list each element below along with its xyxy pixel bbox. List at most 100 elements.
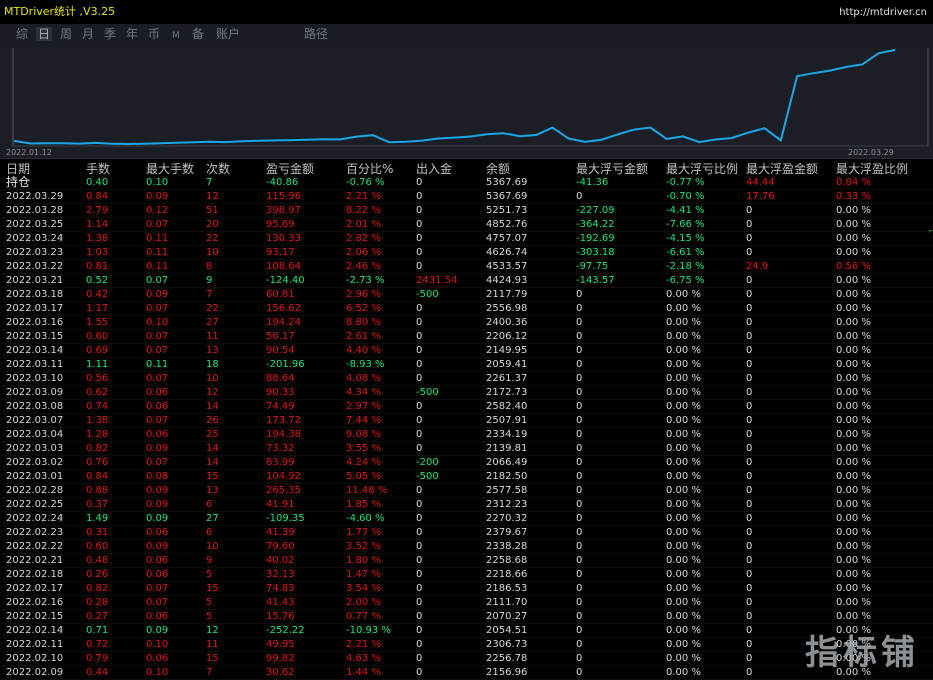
table-row[interactable]: 2022.02.09 0.44 0.10 7 30.62 1.44 % 0 2156.96 0 0…	[0, 666, 933, 680]
cell-max_dd: 0	[576, 527, 583, 538]
tab-7[interactable]: M	[172, 31, 180, 41]
table-row[interactable]: 2022.02.23 0.31 0.06 6 41.39 1.77 % 0 2379.67 0 0…	[0, 526, 933, 540]
col-header-lots[interactable]: 手数	[86, 162, 111, 176]
table-row[interactable]: 2022.02.10 0.79 0.06 15 99.82 4.63 % 0 2256.78 0…	[0, 652, 933, 666]
cell-max_dd_pct: 0.00 %	[666, 345, 701, 356]
tab-2[interactable]: 周	[60, 27, 73, 41]
col-header-balance[interactable]: 余额	[486, 162, 511, 176]
tab-0[interactable]: 综	[16, 27, 29, 41]
tab-1[interactable]: 日	[36, 27, 53, 41]
col-header-max_dd_pct[interactable]: 最大浮亏比例	[666, 162, 739, 176]
cell-io: 0	[416, 317, 423, 328]
table-row[interactable]: 2022.03.14 0.69 0.07 13 90.54 4.40 % 0 2149.95 0…	[0, 344, 933, 358]
cell-max_dd: 0	[576, 625, 583, 636]
table-row[interactable]: 2022.02.21 0.48 0.06 9 40.02 1.80 % 0 2258.68 0 0…	[0, 554, 933, 568]
col-header-max_lots[interactable]: 最大手数	[146, 162, 195, 176]
cell-trades: 10	[206, 373, 219, 384]
cell-balance: 4626.74	[486, 247, 528, 258]
table-row[interactable]: 2022.02.24 1.49 0.09 27 -109.35 -4.60 % 0 2270.…	[0, 512, 933, 526]
cell-max_dd: 0	[576, 597, 583, 608]
cell-pct: 2.00 %	[346, 597, 381, 608]
row-separator	[0, 231, 933, 232]
cell-date: 2022.02.18	[6, 569, 64, 580]
cell-pct: -10.93 %	[346, 625, 391, 636]
cell-max_fp: 0	[746, 219, 753, 230]
tab-10[interactable]: 路径	[304, 27, 329, 41]
cell-lots: 1.38	[86, 233, 109, 244]
table-row[interactable]: 2022.03.07 1.38 0.07 26 173.72 7.44 % 0 2507.91…	[0, 414, 933, 428]
cell-lots: 0.76	[86, 457, 109, 468]
table-row[interactable]: 2022.02.25 0.37 0.09 6 41.91 1.85 % 0 2312.23 0 0…	[0, 498, 933, 512]
cell-pnl: 265.35	[266, 485, 301, 496]
table-row[interactable]: 2022.03.16 1.55 0.10 27 194.24 8.80 % 0 2400.36…	[0, 316, 933, 330]
table-row[interactable]: 2022.02.22 0.60 0.09 10 79.60 3.52 % 0 2338.28 0…	[0, 540, 933, 554]
cell-max_dd: -143.57	[576, 275, 615, 286]
table-row[interactable]: 2022.03.22 0.81 0.11 8 108.64 2.46 % 0 4533.57 -…	[0, 260, 933, 274]
table-row[interactable]: 2022.03.11 1.11 0.11 18 -201.96 -8.93 % 0 2059.…	[0, 358, 933, 372]
cell-max_fp: 0	[746, 569, 753, 580]
cell-max_dd_pct: 0.00 %	[666, 429, 701, 440]
cell-trades: 5	[206, 611, 213, 622]
cell-lots: 0.37	[86, 499, 109, 510]
tab-5[interactable]: 年	[126, 27, 139, 41]
row-separator	[0, 595, 933, 596]
col-header-io[interactable]: 出入金	[416, 162, 453, 176]
cell-io: 0	[416, 191, 423, 202]
table-row[interactable]: 2022.03.01 0.84 0.08 15 104.92 5.05 % -500 2182…	[0, 470, 933, 484]
table-row[interactable]: 2022.03.02 0.76 0.07 14 83.99 4.24 % -200 2066.…	[0, 456, 933, 470]
cell-max_fp: 0	[746, 485, 753, 496]
cell-date: 2022.02.16	[6, 597, 64, 608]
cell-date: 2022.02.21	[6, 555, 64, 566]
table-row[interactable]: 2022.03.18 0.42 0.09 7 60.81 2.96 % -500 2117.7…	[0, 288, 933, 302]
table-row[interactable]: 2022.03.17 1.17 0.07 22 156.62 6.52 % 0 2556.98…	[0, 302, 933, 316]
tab-8[interactable]: 备	[192, 27, 205, 41]
table-row[interactable]: 2022.03.03 0.82 0.09 14 73.32 3.55 % 0 2139.81 0…	[0, 442, 933, 456]
col-header-max_dd[interactable]: 最大浮亏金额	[576, 162, 649, 176]
table-row[interactable]: 2022.02.28 0.88 0.09 13 265.35 11.48 % 0 2577.5…	[0, 484, 933, 498]
col-header-pct[interactable]: 百分比%	[346, 162, 394, 176]
cell-max_lots: 0.10	[146, 177, 169, 188]
period-tabs: 综日周月季年币 M 备账户 路径	[0, 24, 933, 44]
tab-4[interactable]: 季	[104, 27, 117, 41]
cell-balance: 2400.36	[486, 317, 528, 328]
cell-pct: 2.21 %	[346, 639, 381, 650]
holding-row[interactable]: 持仓 0.40 0.10 7 -40.86 -0.76 % 0 5367.69 -41.36 -0…	[0, 176, 933, 190]
cell-max_fp: 24.9	[746, 261, 769, 272]
row-separator	[0, 329, 933, 330]
table-row[interactable]: 2022.02.15 0.27 0.06 5 15.76 0.77 % 0 2070.27 0 0…	[0, 610, 933, 624]
row-separator	[0, 273, 933, 274]
table-row[interactable]: 2022.03.09 0.62 0.06 12 90.33 4.34 % -500 2172.…	[0, 386, 933, 400]
table-row[interactable]: 2022.02.18 0.26 0.06 5 32.13 1.47 % 0 2218.66 0 0…	[0, 568, 933, 582]
col-header-pnl[interactable]: 盈亏金额	[266, 162, 315, 176]
cell-max_fp_pct: 0.00 %	[836, 303, 871, 314]
cell-date: 2022.03.10	[6, 373, 64, 384]
col-header-max_fp_pct[interactable]: 最大浮盈比例	[836, 162, 909, 176]
table-row[interactable]: 2022.03.25 1.14 0.07 20 95.69 2.01 % 0 4852.76 -…	[0, 218, 933, 232]
col-header-trades[interactable]: 次数	[206, 162, 231, 176]
tab-6[interactable]: 币	[148, 27, 161, 41]
table-row[interactable]: 2022.03.15 0.60 0.07 11 56.17 2.61 % 0 2206.12 0…	[0, 330, 933, 344]
cell-balance: 2059.41	[486, 359, 528, 370]
table-row[interactable]: 2022.03.23 1.03 0.11 10 93.17 2.06 % 0 4626.74 -…	[0, 246, 933, 260]
table-row[interactable]: 2022.03.29 0.84 0.09 12 115.96 2.21 % 0 5367.69…	[0, 190, 933, 204]
table-row[interactable]: 2022.02.16 0.28 0.07 5 41.43 2.00 % 0 2111.70 0 0…	[0, 596, 933, 610]
table-row[interactable]: 2022.03.08 0.74 0.06 14 74.49 2.97 % 0 2582.40 0…	[0, 400, 933, 414]
row-separator	[0, 189, 933, 190]
table-row[interactable]: 2022.02.11 0.72 0.10 11 49.95 2.21 % 0 2306.73 0…	[0, 638, 933, 652]
cell-max_dd_pct: 0.00 %	[666, 611, 701, 622]
row-separator	[0, 651, 933, 652]
col-header-max_fp[interactable]: 最大浮盈金额	[746, 162, 819, 176]
cell-max_lots: 0.06	[146, 401, 169, 412]
table-row[interactable]: 2022.03.21 0.52 0.07 9 -124.40 -2.73 % 2431.54…	[0, 274, 933, 288]
col-header-date[interactable]: 日期	[6, 162, 31, 176]
table-row[interactable]: 2022.02.14 0.71 0.09 12 -252.22 -10.93 % 0 2054…	[0, 624, 933, 638]
table-row[interactable]: 2022.02.17 0.82 0.07 15 74.83 3.54 % 0 2186.53 0…	[0, 582, 933, 596]
table-row[interactable]: 2022.03.24 1.38 0.11 22 130.33 2.82 % 0 4757.07…	[0, 232, 933, 246]
row-separator	[0, 399, 933, 400]
table-row[interactable]: 2022.03.28 2.79 0.12 51 398.97 8.22 % 0 5251.73…	[0, 204, 933, 218]
table-row[interactable]: 2022.03.04 1.28 0.06 25 194.38 9.08 % 0 2334.19…	[0, 428, 933, 442]
website-link[interactable]: http://mtdriver.cn	[839, 7, 927, 18]
table-row[interactable]: 2022.03.10 0.56 0.07 10 88.64 4.08 % 0 2261.37 0…	[0, 372, 933, 386]
tab-9[interactable]: 账户	[216, 27, 241, 41]
tab-3[interactable]: 月	[82, 27, 95, 41]
